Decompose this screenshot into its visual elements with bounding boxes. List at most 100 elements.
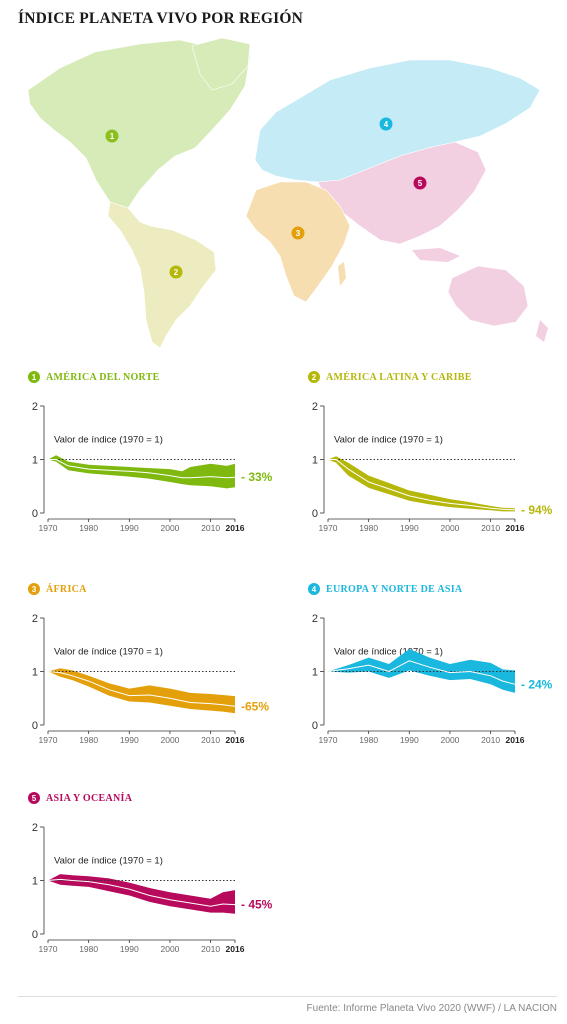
change-label: - 45%	[241, 898, 273, 912]
panel-header: 2 AMÉRICA LATINA Y CARIBE	[308, 370, 472, 384]
chart-svg: 0 1 2 Valor de índice (1970 = 1) 1970 1980 199…	[312, 401, 553, 533]
x-tick-label: 2010	[481, 735, 500, 745]
x-tick-label: 1970	[39, 735, 58, 745]
x-tick-label: 2010	[481, 523, 500, 533]
index-annotation: Valor de índice (1970 = 1)	[54, 855, 163, 866]
region-name: ASIA Y OCEANÍA	[46, 792, 133, 804]
x-tick-label: 1970	[319, 523, 338, 533]
y-tick-label: 1	[312, 667, 318, 679]
map-madagascar	[338, 262, 346, 286]
change-label: - 24%	[521, 677, 553, 691]
x-tick-label: 2000	[440, 523, 459, 533]
y-tick-label: 1	[312, 455, 318, 467]
x-tick-label: 1970	[39, 523, 58, 533]
x-tick-label: 2016	[226, 735, 245, 745]
index-annotation: Valor de índice (1970 = 1)	[54, 434, 163, 445]
map-australia	[447, 265, 529, 327]
y-tick-label: 1	[32, 667, 38, 679]
x-tick-label: 1980	[359, 735, 378, 745]
x-tick-label: 1980	[79, 944, 98, 954]
region-name: AMÉRICA DEL NORTE	[46, 371, 160, 383]
y-tick-label: 2	[32, 401, 38, 413]
map-marker-4: 4	[379, 117, 393, 131]
x-tick-label: 1990	[120, 523, 139, 533]
panel-header: 3 ÁFRICA	[28, 582, 87, 596]
x-tick-label: 1990	[400, 523, 419, 533]
svg-text:2: 2	[174, 268, 179, 277]
map-marker-3: 3	[291, 226, 305, 240]
svg-text:5: 5	[418, 179, 423, 188]
svg-text:4: 4	[384, 120, 389, 129]
y-tick-label: 0	[312, 508, 318, 520]
x-tick-label: 1980	[79, 523, 98, 533]
y-tick-label: 0	[32, 720, 38, 732]
change-label: - 94%	[521, 503, 553, 517]
chart-svg: 0 1 2 Valor de índice (1970 = 1) 1970 1980 199…	[32, 822, 273, 954]
map-region-asia-oceania	[317, 141, 487, 245]
x-tick-label: 2016	[226, 523, 245, 533]
page-title: ÍNDICE PLANETA VIVO POR REGIÓN	[18, 10, 304, 27]
map-region-africa	[245, 181, 351, 303]
x-tick-label: 1970	[319, 735, 338, 745]
map-region-europe-north-asia	[254, 59, 541, 183]
svg-text:1: 1	[110, 132, 115, 141]
x-tick-label: 2000	[440, 735, 459, 745]
x-tick-label: 2016	[506, 735, 525, 745]
x-tick-label: 2000	[160, 944, 179, 954]
y-tick-label: 1	[32, 876, 38, 888]
y-tick-label: 2	[312, 401, 318, 413]
index-line	[47, 878, 236, 907]
y-tick-label: 2	[32, 822, 38, 834]
confidence-band	[328, 649, 515, 693]
region-name: EUROPA Y NORTE DE ASIA	[326, 583, 463, 595]
map-region-north-america	[27, 39, 251, 209]
x-tick-label: 2016	[226, 944, 245, 954]
map-new-zealand	[536, 320, 548, 342]
x-tick-label: 1990	[120, 735, 139, 745]
chart-panel-europe-north-asia: 4 EUROPA Y NORTE DE ASIA 0 1 2 Valor de índ…	[308, 582, 567, 762]
panel-header: 4 EUROPA Y NORTE DE ASIA	[308, 582, 462, 596]
y-tick-label: 2	[32, 613, 38, 625]
index-annotation: Valor de índice (1970 = 1)	[54, 646, 163, 657]
chart-panel-north-america: 1 AMÉRICA DEL NORTE 0 1 2 Valor de índice (…	[28, 370, 298, 550]
region-number-badge: 2	[308, 371, 320, 383]
region-name: AMÉRICA LATINA Y CARIBE	[326, 371, 472, 383]
y-tick-label: 2	[312, 613, 318, 625]
x-tick-label: 1970	[39, 944, 58, 954]
change-label: - 33%	[241, 470, 273, 484]
index-line	[48, 459, 236, 479]
x-tick-label: 2010	[201, 735, 220, 745]
map-marker-1: 1	[105, 129, 119, 143]
y-tick-label: 0	[32, 929, 38, 941]
region-number-badge: 4	[308, 583, 320, 595]
chart-svg: 0 1 2 Valor de índice (1970 = 1) 1970 1980 199…	[32, 401, 273, 533]
index-annotation: Valor de índice (1970 = 1)	[334, 646, 443, 657]
chart-panel-africa: 3 ÁFRICA 0 1 2 Valor de índice (1970 = 1) 19…	[28, 582, 298, 762]
footer-divider	[18, 996, 557, 997]
x-tick-label: 2000	[160, 735, 179, 745]
confidence-band	[48, 668, 235, 714]
map-indonesia	[412, 248, 460, 262]
panel-header: 5 ASIA Y OCEANÍA	[28, 791, 132, 805]
source-credit: Fuente: Informe Planeta Vivo 2020 (WWF) …	[306, 1003, 557, 1014]
x-tick-label: 1980	[359, 523, 378, 533]
x-tick-label: 2000	[160, 523, 179, 533]
chart-svg: 0 1 2 Valor de índice (1970 = 1) 1970 1980 199…	[32, 613, 269, 745]
panel-header: 1 AMÉRICA DEL NORTE	[28, 370, 160, 384]
chart-panel-asia-oceania: 5 ASIA Y OCEANÍA 0 1 2 Valor de índice (197…	[28, 791, 298, 971]
change-label: -65%	[241, 699, 269, 713]
map-region-latin-america	[107, 201, 217, 349]
index-line	[328, 459, 516, 511]
y-tick-label: 0	[32, 508, 38, 520]
index-line	[47, 671, 236, 707]
world-map: 1 2 3 4 5	[27, 37, 548, 349]
index-line	[327, 660, 516, 685]
chart-panel-latin-america: 2 AMÉRICA LATINA Y CARIBE 0 1 2 Valor de ín…	[308, 370, 567, 550]
region-number-badge: 1	[28, 371, 40, 383]
region-number-badge: 3	[28, 583, 40, 595]
y-tick-label: 1	[32, 455, 38, 467]
map-greenland	[191, 37, 251, 91]
confidence-band	[328, 456, 515, 512]
region-name: ÁFRICA	[46, 583, 87, 595]
x-tick-label: 2010	[201, 944, 220, 954]
